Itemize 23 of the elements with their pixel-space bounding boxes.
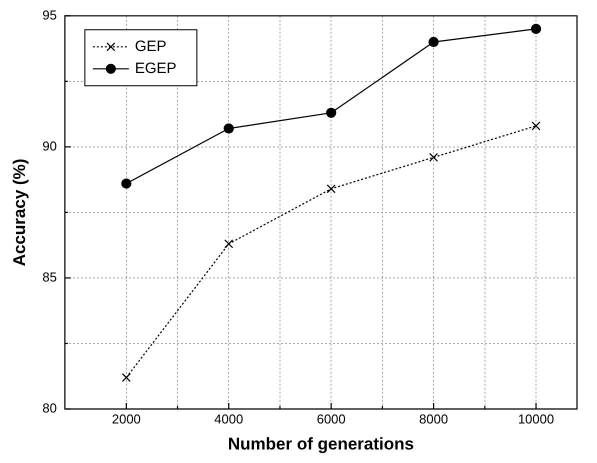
point	[122, 373, 131, 382]
y-tick-label: 80	[42, 400, 57, 416]
point	[429, 152, 438, 162]
x-tick-label: 4000	[214, 411, 244, 426]
y-axis-title: Accuracy (%)	[10, 158, 29, 266]
y-tick-label: 85	[42, 270, 57, 285]
point	[121, 178, 132, 189]
x-tick-label: 2000	[112, 411, 141, 426]
point	[224, 123, 234, 134]
point	[326, 184, 336, 194]
y-tick-label: 90	[42, 138, 57, 154]
legend-label: EGEP	[134, 60, 177, 77]
point	[224, 239, 234, 248]
x-tick-label: 8000	[419, 411, 448, 426]
x-tick-label: 10000	[518, 411, 554, 426]
x-axis-title: Number of generations	[228, 434, 414, 454]
x-tick-label: 6000	[316, 411, 346, 426]
legend-label: GEP	[134, 38, 167, 55]
point	[326, 108, 336, 118]
y-tick-label: 95	[42, 7, 57, 22]
point	[428, 36, 439, 48]
point	[530, 24, 542, 34]
point	[532, 121, 541, 130]
